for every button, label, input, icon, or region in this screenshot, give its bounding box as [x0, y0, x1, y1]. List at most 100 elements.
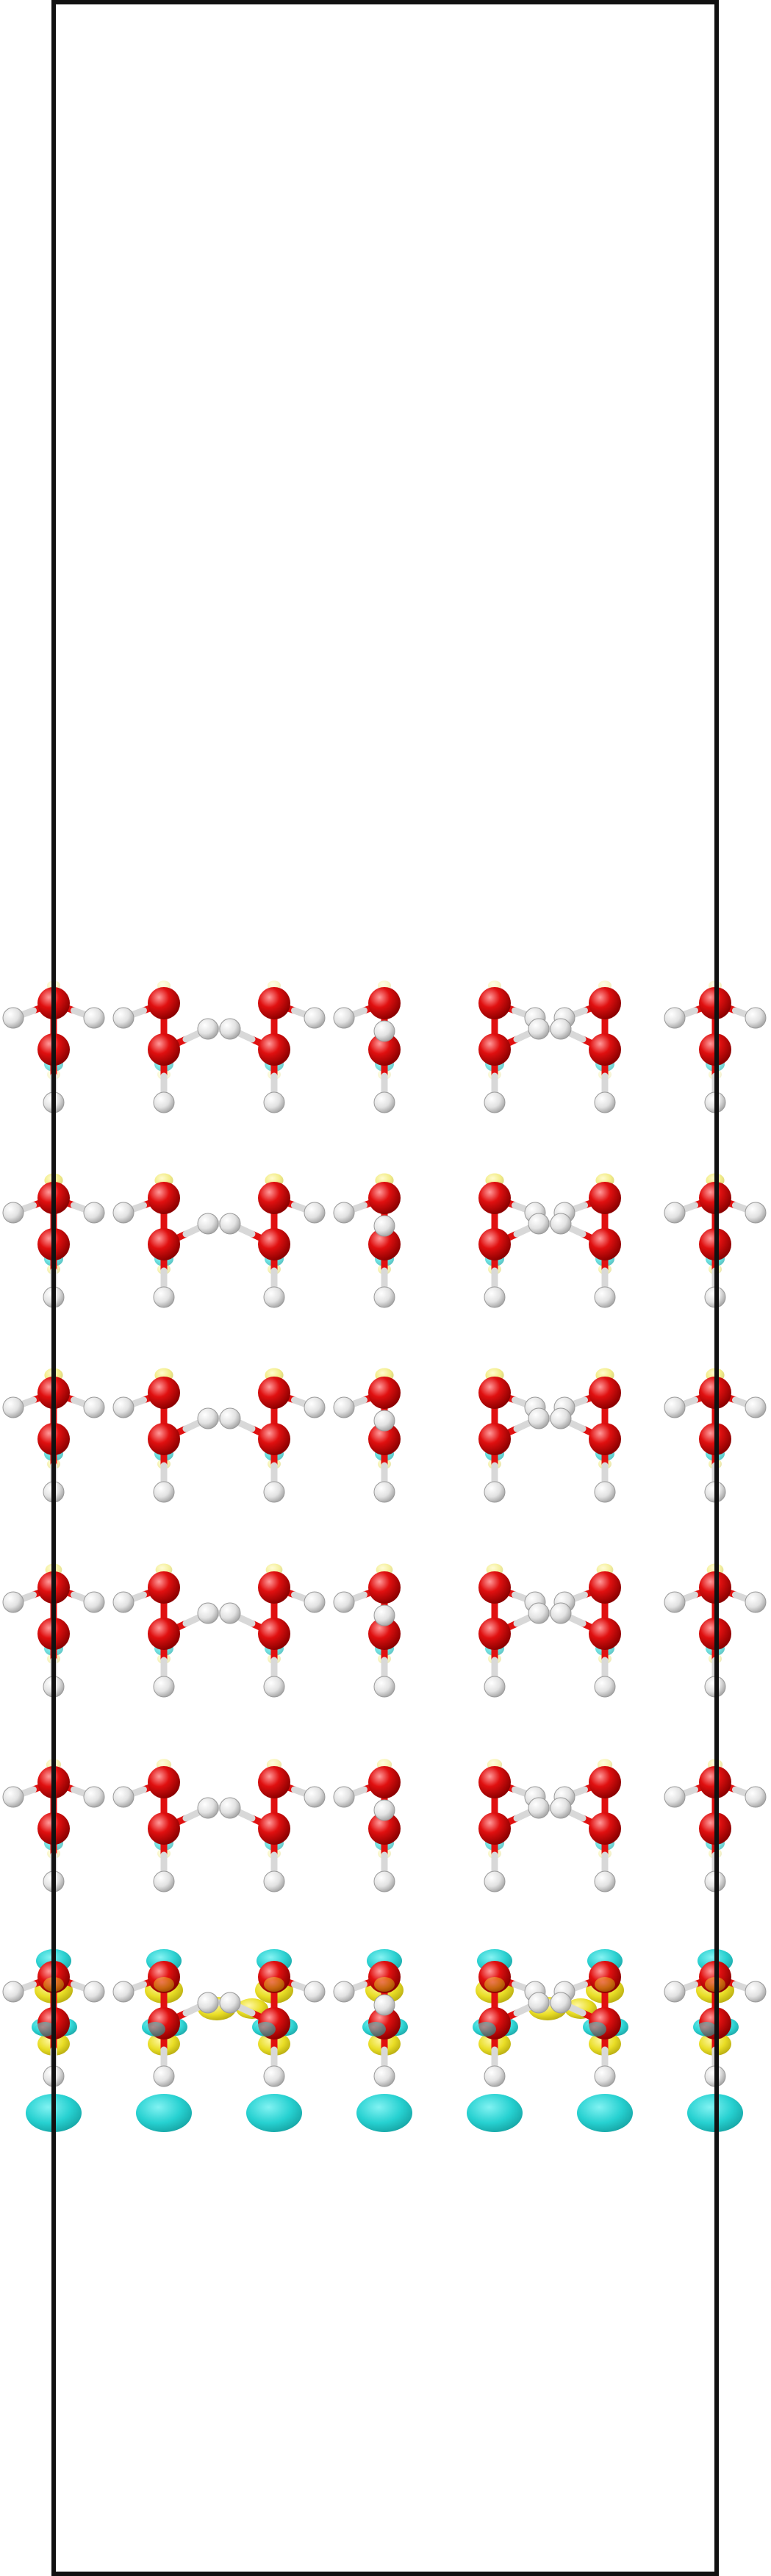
hydrogen-atom: [197, 1018, 219, 1040]
water-layer: [2, 1368, 767, 1503]
hydrogen-atom: [304, 1202, 326, 1224]
oxygen-atom: [368, 1377, 401, 1409]
hydrogen-atom: [745, 1786, 767, 1808]
hydrogen-atom: [153, 1286, 175, 1308]
oxygen-atom: [148, 1033, 180, 1066]
hydrogen-atom: [2, 1591, 24, 1613]
density-lobe-negative: [136, 2094, 192, 2132]
hydrogen-atom: [484, 1091, 506, 1113]
hydrogen-atom: [594, 1481, 616, 1503]
hydrogen-atom: [373, 1604, 395, 1626]
oxygen-atom: [589, 1812, 621, 1845]
oxygen-atom: [148, 1766, 180, 1798]
hydrogen-atom: [219, 1602, 241, 1624]
hydrogen-atom: [219, 1797, 241, 1819]
oxygen-atom: [589, 1228, 621, 1260]
density-lobe-negative: [35, 2022, 55, 2037]
hydrogen-atom: [2, 1007, 24, 1029]
hydrogen-atom: [153, 1870, 175, 1892]
hydrogen-atom: [263, 1870, 285, 1892]
hydrogen-atom: [263, 1676, 285, 1698]
density-lobe-positive: [264, 1977, 284, 1992]
hydrogen-atom: [219, 1992, 241, 2014]
hydrogen-atom: [2, 1396, 24, 1418]
oxygen-atom: [589, 1182, 621, 1214]
hydrogen-atom: [594, 1286, 616, 1308]
hydrogen-atom: [373, 1994, 395, 2016]
density-lobe-negative: [586, 2022, 606, 2037]
oxygen-atom: [368, 987, 401, 1019]
density-lobe-negative: [356, 2094, 412, 2132]
hydrogen-atom: [2, 1786, 24, 1808]
oxygen-atom: [478, 1812, 511, 1845]
hydrogen-atom: [528, 1018, 550, 1040]
hydrogen-atom: [373, 1091, 395, 1113]
oxygen-atom: [258, 1766, 290, 1798]
hydrogen-atom: [153, 1676, 175, 1698]
hydrogen-atom: [333, 1202, 355, 1224]
oxygen-atom: [258, 1812, 290, 1845]
oxygen-atom: [478, 1377, 511, 1409]
oxygen-atom: [258, 1618, 290, 1650]
hydrogen-atom: [528, 1797, 550, 1819]
hydrogen-atom: [745, 1202, 767, 1224]
hydrogen-atom: [83, 1591, 105, 1613]
hydrogen-atom: [219, 1213, 241, 1235]
density-lobe-negative: [467, 2094, 523, 2132]
hydrogen-atom: [550, 1213, 572, 1235]
hydrogen-atom: [197, 1797, 219, 1819]
hydrogen-atom: [112, 1591, 135, 1613]
density-lobe-positive: [154, 1977, 174, 1992]
density-lobe-negative: [246, 2094, 302, 2132]
oxygen-atom: [148, 1423, 180, 1455]
oxygen-atom: [478, 1618, 511, 1650]
hydrogen-atom: [304, 1396, 326, 1418]
hydrogen-atom: [550, 1992, 572, 2014]
hydrogen-atom: [484, 1481, 506, 1503]
hydrogen-atom: [197, 1992, 219, 2014]
hydrogen-atom: [153, 1091, 175, 1113]
oxygen-atom: [368, 1812, 401, 1845]
hydrogen-atom: [745, 1981, 767, 2003]
water-layer: [2, 980, 767, 1113]
hydrogen-atom: [2, 1981, 24, 2003]
hydrogen-atom: [373, 2065, 395, 2087]
density-lobe-negative: [255, 2022, 276, 2037]
hydrogen-atom: [664, 1396, 686, 1418]
density-lobe-positive: [595, 1977, 615, 1992]
hydrogen-atom: [333, 1591, 355, 1613]
oxygen-atom: [148, 1812, 180, 1845]
hydrogen-atom: [219, 1018, 241, 1040]
hydrogen-atom: [664, 1202, 686, 1224]
oxygen-atom: [258, 1377, 290, 1409]
hydrogen-atom: [528, 1992, 550, 2014]
hydrogen-atom: [745, 1591, 767, 1613]
hydrogen-atom: [263, 1286, 285, 1308]
oxygen-atom: [258, 1571, 290, 1604]
hydrogen-atom: [263, 2065, 285, 2087]
hydrogen-atom: [263, 1481, 285, 1503]
oxygen-atom: [258, 1182, 290, 1214]
hydrogen-atom: [528, 1602, 550, 1624]
hydrogen-atom: [197, 1602, 219, 1624]
hydrogen-atom: [373, 1676, 395, 1698]
oxygen-atom: [368, 1423, 401, 1455]
density-lobe-negative: [696, 2022, 717, 2037]
hydrogen-atom: [304, 1786, 326, 1808]
hydrogen-atom: [594, 1676, 616, 1698]
hydrogen-atom: [263, 1091, 285, 1113]
oxygen-atom: [478, 1033, 511, 1066]
oxygen-atom: [589, 1377, 621, 1409]
water-layer: [2, 1759, 767, 1892]
hydrogen-atom: [197, 1213, 219, 1235]
hydrogen-atom: [373, 1870, 395, 1892]
hydrogen-atom: [528, 1213, 550, 1235]
hydrogen-atom: [550, 1797, 572, 1819]
hydrogen-atom: [373, 1481, 395, 1503]
oxygen-atom: [148, 1618, 180, 1650]
oxygen-atom: [478, 1182, 511, 1214]
hydrogen-atom: [550, 1602, 572, 1624]
oxygen-atom: [148, 1182, 180, 1214]
hydrogen-atom: [304, 1591, 326, 1613]
oxygen-atom: [368, 1618, 401, 1650]
